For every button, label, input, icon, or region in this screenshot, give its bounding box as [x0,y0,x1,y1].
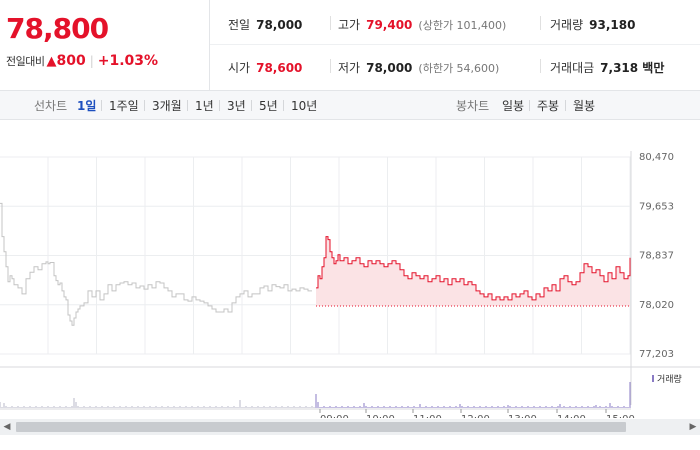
stat-volume: 거래량 93,180 [550,16,635,33]
current-price-box: 78,800 전일대비 ▲800 | +1.03% [0,0,210,90]
divider: | [89,54,94,68]
stat-label: 전일 [228,18,251,32]
upper-limit: (상한가 101,400) [418,19,507,32]
change-amount: 800 [56,53,86,69]
plot-area [0,202,631,326]
volume-panel: 거래량 [0,373,682,408]
price-summary: 78,800 전일대비 ▲800 | +1.03% 전일 78,000 시가 78,600… [0,0,700,91]
divider [330,59,331,73]
x-tick-label: 13:00 [508,414,537,418]
intraday-price-chart: 80,470 79,653 78,837 78,020 77,203 거래량 09:00… [0,151,700,418]
scroll-right-icon[interactable]: ▶ [689,422,697,432]
tab-5-years[interactable]: 5년 [259,99,278,113]
divider [283,100,284,111]
stat-value: 7,318 백만 [600,61,665,75]
up-triangle-icon: ▲ [46,54,57,69]
y-tick-label: 78,020 [639,300,674,311]
y-tick-label: 77,203 [639,349,674,360]
tab-monthly-candle[interactable]: 월봉 [573,99,596,113]
scroll-thumb[interactable] [16,422,626,432]
candle-chart-label: 봉차트 [456,99,490,113]
volume-legend-label: 거래량 [657,373,682,385]
stat-value: 78,000 [256,18,303,32]
scroll-left-icon[interactable]: ◀ [3,422,11,432]
tab-3-years[interactable]: 3년 [227,99,246,113]
stat-value: 79,400 [366,18,413,32]
tab-daily-candle[interactable]: 일봉 [502,99,525,113]
stat-high: 고가 79,400 (상한가 101,400) [338,16,506,33]
x-tick-label: 12:00 [461,414,490,418]
divider [540,16,541,30]
x-tick-label: 14:00 [557,414,586,418]
divider [565,100,566,111]
x-tick-label: 09:00 [320,414,349,418]
chart-grid [0,151,700,410]
tab-1-year[interactable]: 1년 [195,99,214,113]
stat-value: 78,000 [366,61,413,75]
divider [219,100,220,111]
stats-grid: 전일 78,000 시가 78,600 고가 79,400 (상한가 101,400) … [210,0,700,90]
previous-day-line [0,202,312,326]
divider [144,100,145,111]
stat-prev-close: 전일 78,000 [228,16,302,33]
stat-open: 시가 78,600 [228,59,302,76]
tab-1-day[interactable]: 1일 [77,99,97,113]
change-label: 전일대비 [6,55,45,68]
tab-3-months[interactable]: 3개월 [152,99,182,113]
line-chart-label: 선차트 [34,99,68,113]
divider [187,100,188,111]
x-axis: 09:00 10:00 11:00 12:00 13:00 14:00 15:00 [319,409,635,418]
change-rate: +1.03% [97,53,159,69]
x-tick-label: 10:00 [366,414,395,418]
stat-label: 저가 [338,61,361,75]
divider [529,100,530,111]
stats-divider [210,44,700,45]
tab-1-week[interactable]: 1주일 [109,99,139,113]
divider [251,100,252,111]
tab-10-years[interactable]: 10년 [291,99,318,113]
x-tick-label: 15:00 [606,414,635,418]
tab-weekly-candle[interactable]: 주봉 [537,99,560,113]
today-area-fill [316,236,630,306]
stat-amount: 거래대금 7,318 백만 [550,59,664,76]
stat-value: 78,600 [256,61,303,75]
y-tick-label: 79,653 [639,201,674,212]
stat-low: 저가 78,000 (하한가 54,600) [338,59,499,76]
period-tabs: 선차트 1일 1주일 3개월 1년 3년 5년 10년 봉차트 일봉 주봉 월봉 [0,91,700,120]
divider [540,59,541,73]
stat-label: 고가 [338,18,361,32]
y-tick-label: 78,837 [639,251,674,262]
current-price: 78,800 [6,12,109,45]
stat-value: 93,180 [589,18,636,32]
y-tick-label: 80,470 [639,152,674,163]
y-axis: 80,470 79,653 78,837 78,020 77,203 [639,152,674,360]
chart-scrollbar[interactable]: ◀ ▶ [0,419,700,435]
divider [330,16,331,30]
today-price-line [316,236,631,301]
divider [101,100,102,111]
price-change-row: 전일대비 ▲800 | +1.03% [6,53,158,69]
lower-limit: (하한가 54,600) [418,62,500,75]
stat-label: 거래대금 [550,61,595,75]
volume-legend-swatch [652,375,654,382]
stat-label: 시가 [228,61,251,75]
stat-label: 거래량 [550,18,584,32]
x-tick-label: 11:00 [413,414,442,418]
